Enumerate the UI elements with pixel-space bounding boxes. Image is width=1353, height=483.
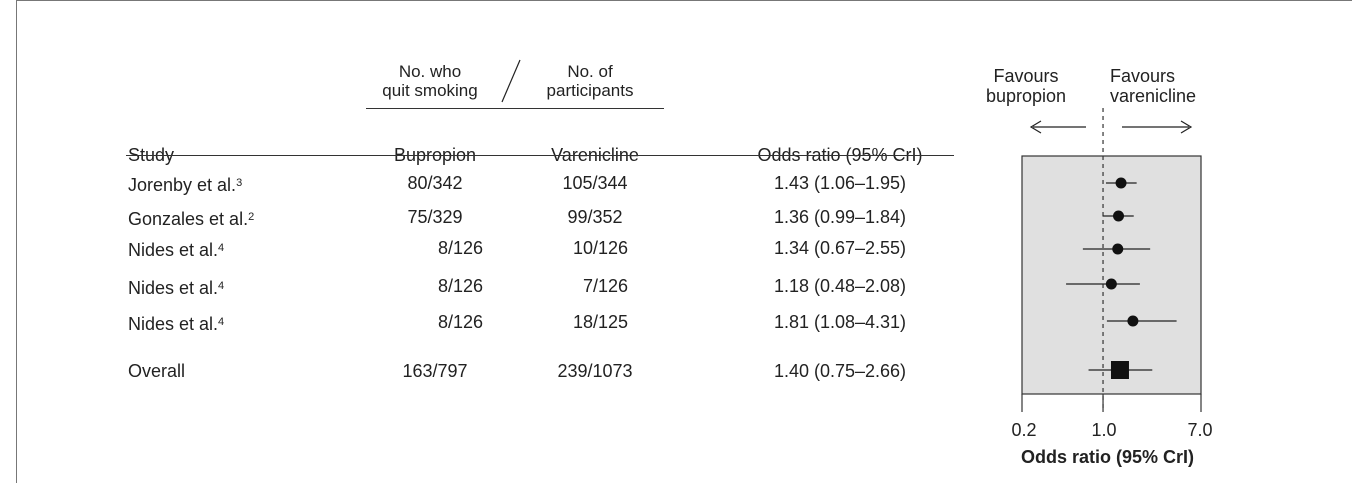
table-row-study: Nides et al.4	[128, 276, 224, 298]
header-numerator: No. who quit smoking	[360, 62, 500, 100]
table-row-odds-ratio: 1.36 (0.99–1.84)	[773, 207, 907, 227]
table-row-study: Nides et al.4	[128, 238, 224, 260]
header-numerator-line1: No. who	[398, 62, 462, 81]
table-row-odds-ratio: 1.43 (1.06–1.95)	[773, 173, 907, 193]
study-name: Gonzales et al.	[128, 209, 249, 229]
favours-right-line2: varenicline	[1110, 86, 1197, 106]
overall-row-odds-ratio: 1.40 (0.75–2.66)	[773, 361, 907, 381]
table-row-varenicline: 7/126	[582, 276, 628, 296]
overall-point	[1110, 361, 1129, 379]
table-row-bupropion: 8/126	[437, 238, 483, 258]
table-row-varenicline: 105/344	[562, 173, 628, 193]
favours-right-label: Favours varenicline	[1110, 66, 1240, 106]
study-ref: 4	[218, 280, 225, 292]
header-denominator: No. of participants	[520, 62, 660, 100]
study-ref: 4	[218, 242, 225, 254]
table-row-bupropion: 8/126	[437, 312, 483, 332]
header-denominator-line2: participants	[546, 81, 634, 100]
favours-left-arrow-head	[1029, 120, 1042, 134]
study-point	[1113, 210, 1125, 222]
header-group-rule	[366, 108, 664, 109]
favours-left-line2: bupropion	[985, 86, 1067, 106]
favours-left-label: Favours bupropion	[970, 66, 1082, 106]
table-row-bupropion: 80/342	[407, 173, 463, 193]
table-row-study: Nides et al.4	[128, 312, 224, 334]
favours-right-arrow-head	[1180, 120, 1193, 134]
x-tick-label: 0.2	[1011, 420, 1037, 440]
header-rule	[126, 155, 954, 156]
favours-right-line1: Favours	[1110, 66, 1176, 86]
favours-left-line1: Favours	[993, 66, 1059, 86]
study-point	[1115, 177, 1127, 189]
table-row-varenicline: 99/352	[567, 207, 623, 227]
table-row-bupropion: 75/329	[407, 207, 463, 227]
x-axis-title: Odds ratio (95% CrI)	[1020, 447, 1195, 467]
header-numerator-line2: quit smoking	[382, 81, 478, 100]
x-tick-label: 7.0	[1187, 420, 1213, 440]
study-name: Nides et al.	[128, 278, 219, 298]
x-tick-label: 1.0	[1091, 420, 1117, 440]
table-row-odds-ratio: 1.81 (1.08–4.31)	[773, 312, 907, 332]
study-ref: 3	[236, 177, 243, 189]
study-ref: 4	[218, 316, 225, 328]
study-point	[1127, 315, 1139, 327]
table-row-study: Jorenby et al.3	[128, 173, 242, 195]
study-name: Nides et al.	[128, 314, 219, 334]
overall-row-varenicline: 239/1073	[557, 361, 633, 381]
table-row-bupropion: 8/126	[437, 276, 483, 296]
overall-row-bupropion: 163/797	[402, 361, 468, 381]
table-row-varenicline: 10/126	[572, 238, 628, 258]
study-name: Jorenby et al.	[128, 175, 237, 195]
study-name: Nides et al.	[128, 240, 219, 260]
figure-frame	[16, 0, 1352, 483]
overall-row-label: Overall	[128, 361, 186, 381]
plot-area	[1021, 155, 1202, 395]
study-point	[1105, 278, 1117, 290]
table-row-varenicline: 18/125	[572, 312, 628, 332]
header-slash	[501, 59, 521, 103]
study-ref: 2	[248, 211, 255, 223]
header-denominator-line1: No. of	[567, 62, 613, 81]
study-point	[1112, 243, 1124, 255]
table-row-odds-ratio: 1.34 (0.67–2.55)	[773, 238, 907, 258]
table-row-study: Gonzales et al.2	[128, 207, 254, 229]
table-row-odds-ratio: 1.18 (0.48–2.08)	[773, 276, 907, 296]
